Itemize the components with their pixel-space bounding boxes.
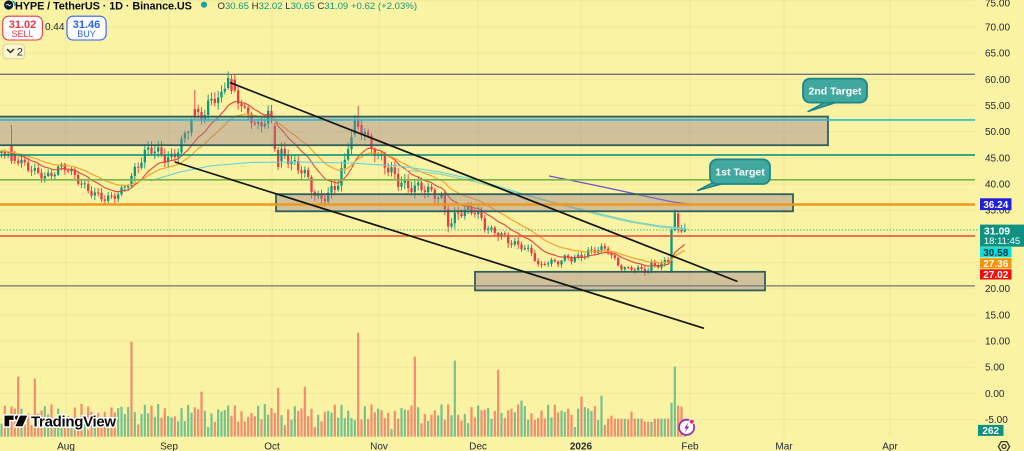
svg-text:27.36: 27.36 bbox=[983, 259, 1008, 270]
svg-text:262: 262 bbox=[982, 426, 999, 437]
svg-text:60.00: 60.00 bbox=[985, 75, 1010, 86]
svg-text:5.00: 5.00 bbox=[985, 363, 1005, 374]
svg-text:75.00: 75.00 bbox=[985, 0, 1010, 10]
svg-text:30.58: 30.58 bbox=[983, 248, 1008, 259]
svg-text:20.00: 20.00 bbox=[985, 284, 1010, 295]
svg-text:31.09: 31.09 bbox=[984, 225, 1010, 237]
svg-text:45.00: 45.00 bbox=[985, 153, 1010, 164]
svg-text:40.00: 40.00 bbox=[985, 180, 1010, 191]
svg-text:50.00: 50.00 bbox=[985, 127, 1010, 138]
svg-text:TradingView: TradingView bbox=[31, 414, 116, 431]
svg-text:1st Target: 1st Target bbox=[715, 167, 765, 179]
svg-text:70.00: 70.00 bbox=[985, 22, 1010, 33]
svg-text:Oct: Oct bbox=[264, 442, 280, 451]
svg-text:Sep: Sep bbox=[160, 442, 178, 451]
svg-text:Apr: Apr bbox=[882, 442, 898, 451]
svg-text:31.46: 31.46 bbox=[73, 19, 101, 31]
svg-text:SELL: SELL bbox=[11, 29, 33, 39]
svg-text:2nd Target: 2nd Target bbox=[809, 85, 862, 97]
svg-text:55.00: 55.00 bbox=[985, 101, 1010, 112]
svg-text:36.24: 36.24 bbox=[983, 200, 1008, 211]
svg-text:0.00: 0.00 bbox=[985, 389, 1005, 400]
svg-text:15.00: 15.00 bbox=[985, 310, 1010, 321]
svg-text:0.44: 0.44 bbox=[45, 22, 65, 33]
svg-text:Dec: Dec bbox=[469, 442, 487, 451]
svg-text:Mar: Mar bbox=[775, 442, 793, 451]
svg-text:Aug: Aug bbox=[57, 442, 75, 451]
svg-text:35.00: 35.00 bbox=[985, 206, 1010, 217]
svg-text:HYPE / TetherUS · 1D · Binance: HYPE / TetherUS · 1D · Binance.US bbox=[15, 1, 192, 13]
svg-text:Nov: Nov bbox=[370, 442, 388, 451]
svg-text:31.02: 31.02 bbox=[9, 19, 37, 31]
svg-text:65.00: 65.00 bbox=[985, 49, 1010, 60]
svg-text:2: 2 bbox=[17, 47, 23, 59]
svg-text:-5.00: -5.00 bbox=[985, 415, 1008, 426]
svg-text:O30.65 H32.02 L30.65 C31.09 +0: O30.65 H32.02 L30.65 C31.09 +0.62 (+2.03… bbox=[218, 1, 418, 12]
svg-text:2026: 2026 bbox=[570, 442, 593, 451]
svg-text:18:11:45: 18:11:45 bbox=[984, 236, 1020, 247]
svg-text:10.00: 10.00 bbox=[985, 337, 1010, 348]
svg-text:27.02: 27.02 bbox=[983, 270, 1008, 281]
svg-text:Feb: Feb bbox=[681, 442, 699, 451]
svg-text:BUY: BUY bbox=[77, 29, 96, 39]
